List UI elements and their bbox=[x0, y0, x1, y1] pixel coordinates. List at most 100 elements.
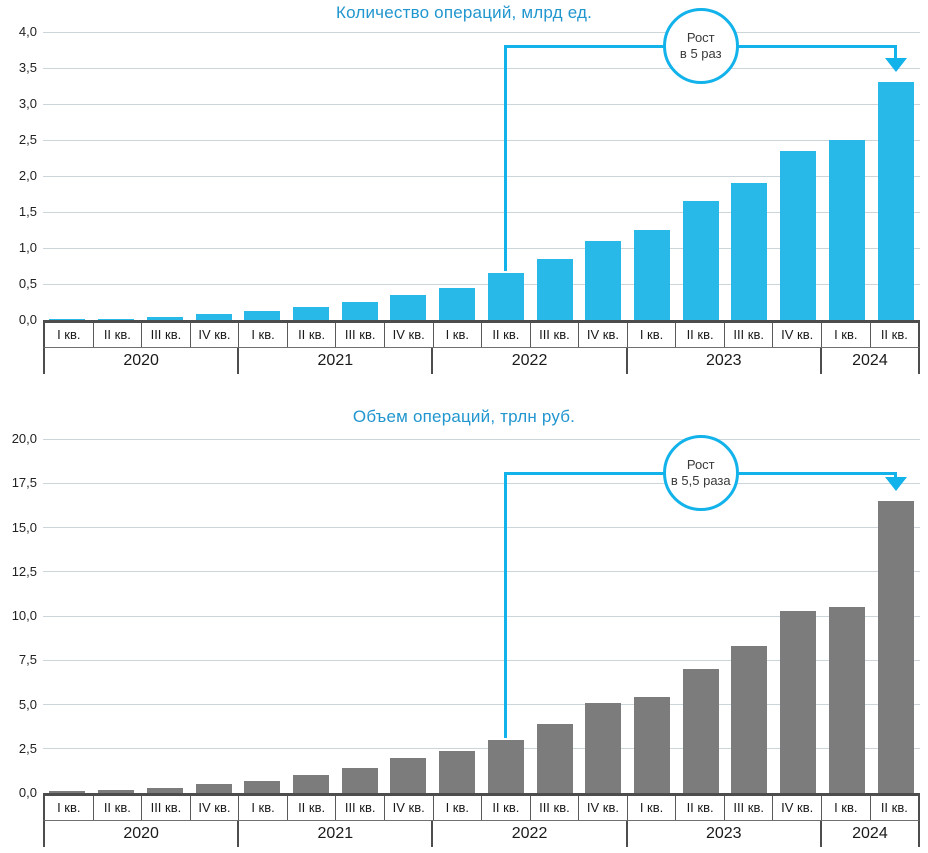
gridline bbox=[43, 748, 920, 750]
bar-2020-q4 bbox=[195, 784, 232, 793]
bar-2023-q1 bbox=[634, 697, 671, 793]
x-tick-year: 2024 bbox=[852, 825, 888, 842]
x-tick-quarter: III кв. bbox=[336, 323, 385, 347]
quarter-row: I кв. II кв. III кв. IV кв. I кв. II кв. III к… bbox=[43, 323, 920, 348]
bar-2022-q4 bbox=[585, 703, 622, 793]
x-tick-quarter: IV кв. bbox=[773, 323, 822, 347]
chart-title: Объем операций, трлн руб. bbox=[352, 407, 576, 426]
plot-area: 0,0 2,5 5,0 7,5 10,0 12,5 15,0 17,5 20,0 Рост в 5,… bbox=[12, 431, 920, 800]
plot-area: 0,0 0,5 1,0 1,5 2,0 2,5 3,0 3,5 4,0 Рост в 5 раз bbox=[19, 8, 920, 327]
x-tick-quarter: I кв. bbox=[45, 796, 94, 820]
x-tick-quarter: I кв. bbox=[822, 323, 871, 347]
x-axis: I кв. II кв. III кв. IV кв. I кв. II кв. III к… bbox=[43, 320, 920, 374]
x-tick-quarter: IV кв. bbox=[579, 323, 628, 347]
x-tick-quarter: II кв. bbox=[676, 796, 725, 820]
y-tick-label: 3,5 bbox=[18, 60, 37, 75]
bar-2023-q2 bbox=[682, 669, 719, 793]
x-tick-quarter: I кв. bbox=[434, 796, 483, 820]
x-tick-year: 2023 bbox=[628, 821, 822, 847]
operations-volume-chart: Объем операций, трлн руб. 0,0 2,5 5,0 7,5 10… bbox=[0, 404, 928, 853]
year-row: 2020 2021 2022 2023 2024 bbox=[43, 821, 920, 847]
bar-2024-q2 bbox=[877, 501, 914, 793]
x-tick-quarter: I кв. bbox=[45, 323, 94, 347]
x-tick-quarter: IV кв. bbox=[579, 796, 628, 820]
bar-2023-q1 bbox=[634, 230, 671, 320]
bar-2021-q4 bbox=[390, 295, 427, 320]
bar-2020-q2 bbox=[98, 790, 135, 793]
gridline bbox=[43, 704, 920, 705]
y-tick-label: 4,0 bbox=[18, 24, 37, 39]
y-tick-label: 2,5 bbox=[18, 740, 37, 756]
x-tick-year: 2020 bbox=[45, 821, 240, 847]
gridline bbox=[43, 571, 920, 573]
x-tick-year: 2022 bbox=[433, 348, 628, 374]
bar-2021-q2 bbox=[292, 775, 329, 793]
y-tick-label: 17,5 bbox=[11, 475, 37, 491]
gridline bbox=[43, 615, 920, 617]
x-tick-quarter: I кв. bbox=[239, 323, 288, 347]
x-tick-quarter: III кв. bbox=[142, 323, 191, 347]
gridline bbox=[43, 175, 920, 177]
bar-2024-q1 bbox=[828, 140, 865, 320]
y-tick-label: 15,0 bbox=[11, 519, 37, 535]
x-tick-quarter: II кв. bbox=[288, 796, 337, 820]
bar-2023-q2 bbox=[682, 201, 719, 320]
y-tick-label: 5,0 bbox=[18, 696, 37, 712]
x-tick-quarter: III кв. bbox=[531, 323, 580, 347]
x-tick-quarter: III кв. bbox=[142, 796, 191, 820]
x-tick-quarter: II кв. bbox=[482, 796, 531, 820]
x-tick-quarter: II кв. bbox=[94, 323, 143, 347]
gridline bbox=[43, 247, 920, 249]
x-tick-quarter: IV кв. bbox=[385, 796, 434, 820]
x-tick-year: 2022 bbox=[433, 821, 628, 847]
y-tick-label: 0,0 bbox=[18, 785, 37, 800]
bar-2021-q1 bbox=[244, 781, 281, 793]
x-tick-quarter: IV кв. bbox=[385, 323, 434, 347]
x-tick-quarter: IV кв. bbox=[773, 796, 822, 820]
gridline bbox=[43, 482, 920, 484]
bar-2021-q2 bbox=[292, 307, 329, 320]
bar-2023-q3 bbox=[731, 183, 768, 320]
gridline bbox=[43, 527, 920, 528]
annotation-drop-line bbox=[894, 46, 898, 59]
x-tick-quarter: I кв. bbox=[239, 796, 288, 820]
bar-2020-q1 bbox=[49, 319, 86, 320]
bar-2020-q3 bbox=[146, 788, 183, 793]
bar-2021-q1 bbox=[244, 311, 281, 320]
x-tick-year: 2020 bbox=[45, 348, 240, 374]
x-tick-year: 2021 bbox=[239, 821, 434, 847]
bar-2023-q3 bbox=[731, 646, 768, 793]
x-tick-quarter: II кв. bbox=[880, 800, 908, 815]
x-tick-quarter: II кв. bbox=[676, 323, 725, 347]
x-tick-quarter: I кв. bbox=[628, 323, 677, 347]
bar-2023-q4 bbox=[780, 151, 817, 320]
bar-2021-q4 bbox=[390, 758, 427, 793]
bar-2022-q4 bbox=[585, 241, 622, 320]
bar-2020-q2 bbox=[98, 319, 135, 320]
gridline bbox=[43, 139, 920, 141]
bar-2021-q3 bbox=[341, 768, 378, 793]
y-tick-label: 0,0 bbox=[18, 312, 37, 327]
x-tick-quarter: I кв. bbox=[822, 796, 871, 820]
y-tick-label: 10,0 bbox=[11, 608, 37, 623]
annotation-badge: Рост в 5,5 раза bbox=[662, 435, 739, 511]
y-tick-label: 2,5 bbox=[18, 132, 37, 147]
y-tick-label: 0,5 bbox=[18, 276, 37, 291]
gridline bbox=[43, 211, 920, 213]
x-tick-quarter: II кв. bbox=[482, 323, 531, 347]
x-tick-year: 2024 bbox=[852, 352, 888, 369]
annotation-badge-line1: Рост bbox=[686, 457, 715, 472]
bar-2022-q2 bbox=[487, 740, 524, 793]
x-tick-quarter: II кв. bbox=[94, 796, 143, 820]
bar-2022-q3 bbox=[536, 259, 573, 320]
annotation-badge-line2: в 5 раз bbox=[679, 46, 722, 61]
bar-2023-q4 bbox=[780, 611, 817, 793]
x-tick-quarter: I кв. bbox=[628, 796, 677, 820]
x-tick-quarter: I кв. bbox=[434, 323, 483, 347]
annotation-drop-line bbox=[894, 473, 898, 478]
bar-2020-q4 bbox=[195, 314, 232, 320]
y-tick-label: 1,0 bbox=[18, 240, 37, 255]
y-tick-label: 7,5 bbox=[18, 652, 37, 668]
gridline bbox=[43, 438, 920, 440]
